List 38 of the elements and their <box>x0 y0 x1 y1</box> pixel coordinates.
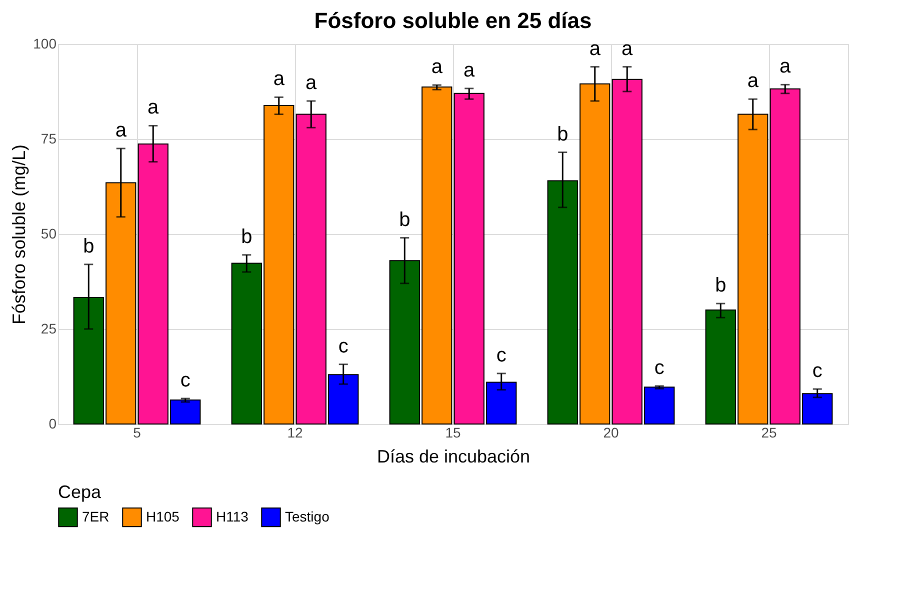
data-label: a <box>747 70 760 92</box>
legend-title: Cepa <box>58 482 102 502</box>
data-label: c <box>654 357 664 379</box>
data-label: c <box>812 360 822 382</box>
y-tick-label: 100 <box>33 36 57 52</box>
legend-label: H105 <box>146 508 180 524</box>
data-label: b <box>715 274 726 297</box>
data-label: a <box>115 120 128 142</box>
y-tick-label: 0 <box>48 416 57 432</box>
x-tick-label: 12 <box>287 424 303 440</box>
data-label: a <box>622 38 634 60</box>
data-label: c <box>338 335 348 358</box>
data-label: a <box>589 38 602 60</box>
x-tick-label: 15 <box>445 424 461 440</box>
x-tick-label: 20 <box>603 424 619 440</box>
chart-title: Fósforo soluble en 25 días <box>314 8 592 33</box>
data-label: b <box>83 235 94 258</box>
data-label: b <box>241 226 252 248</box>
data-label: c <box>496 344 506 366</box>
data-label: a <box>431 56 444 78</box>
data-label: a <box>464 59 476 82</box>
y-tick-label: 75 <box>40 130 57 146</box>
data-label: a <box>148 96 160 119</box>
legend-label: Testigo <box>285 508 330 524</box>
legend-label: 7ER <box>82 508 110 524</box>
data-label: b <box>557 123 568 146</box>
x-tick-label: 5 <box>133 424 142 440</box>
x-axis-title: Días de incubación <box>376 446 530 466</box>
data-label: a <box>273 68 286 90</box>
data-label: b <box>399 208 410 231</box>
data-label: c <box>180 370 190 392</box>
x-tick-label: 25 <box>761 424 777 440</box>
data-label: a <box>306 72 318 94</box>
data-label: a <box>780 56 792 78</box>
y-tick-label: 50 <box>40 226 57 242</box>
y-tick-label: 25 <box>40 320 57 336</box>
y-axis-title: Fósforo soluble (mg/L) <box>9 144 30 325</box>
legend-label: H113 <box>216 508 249 524</box>
